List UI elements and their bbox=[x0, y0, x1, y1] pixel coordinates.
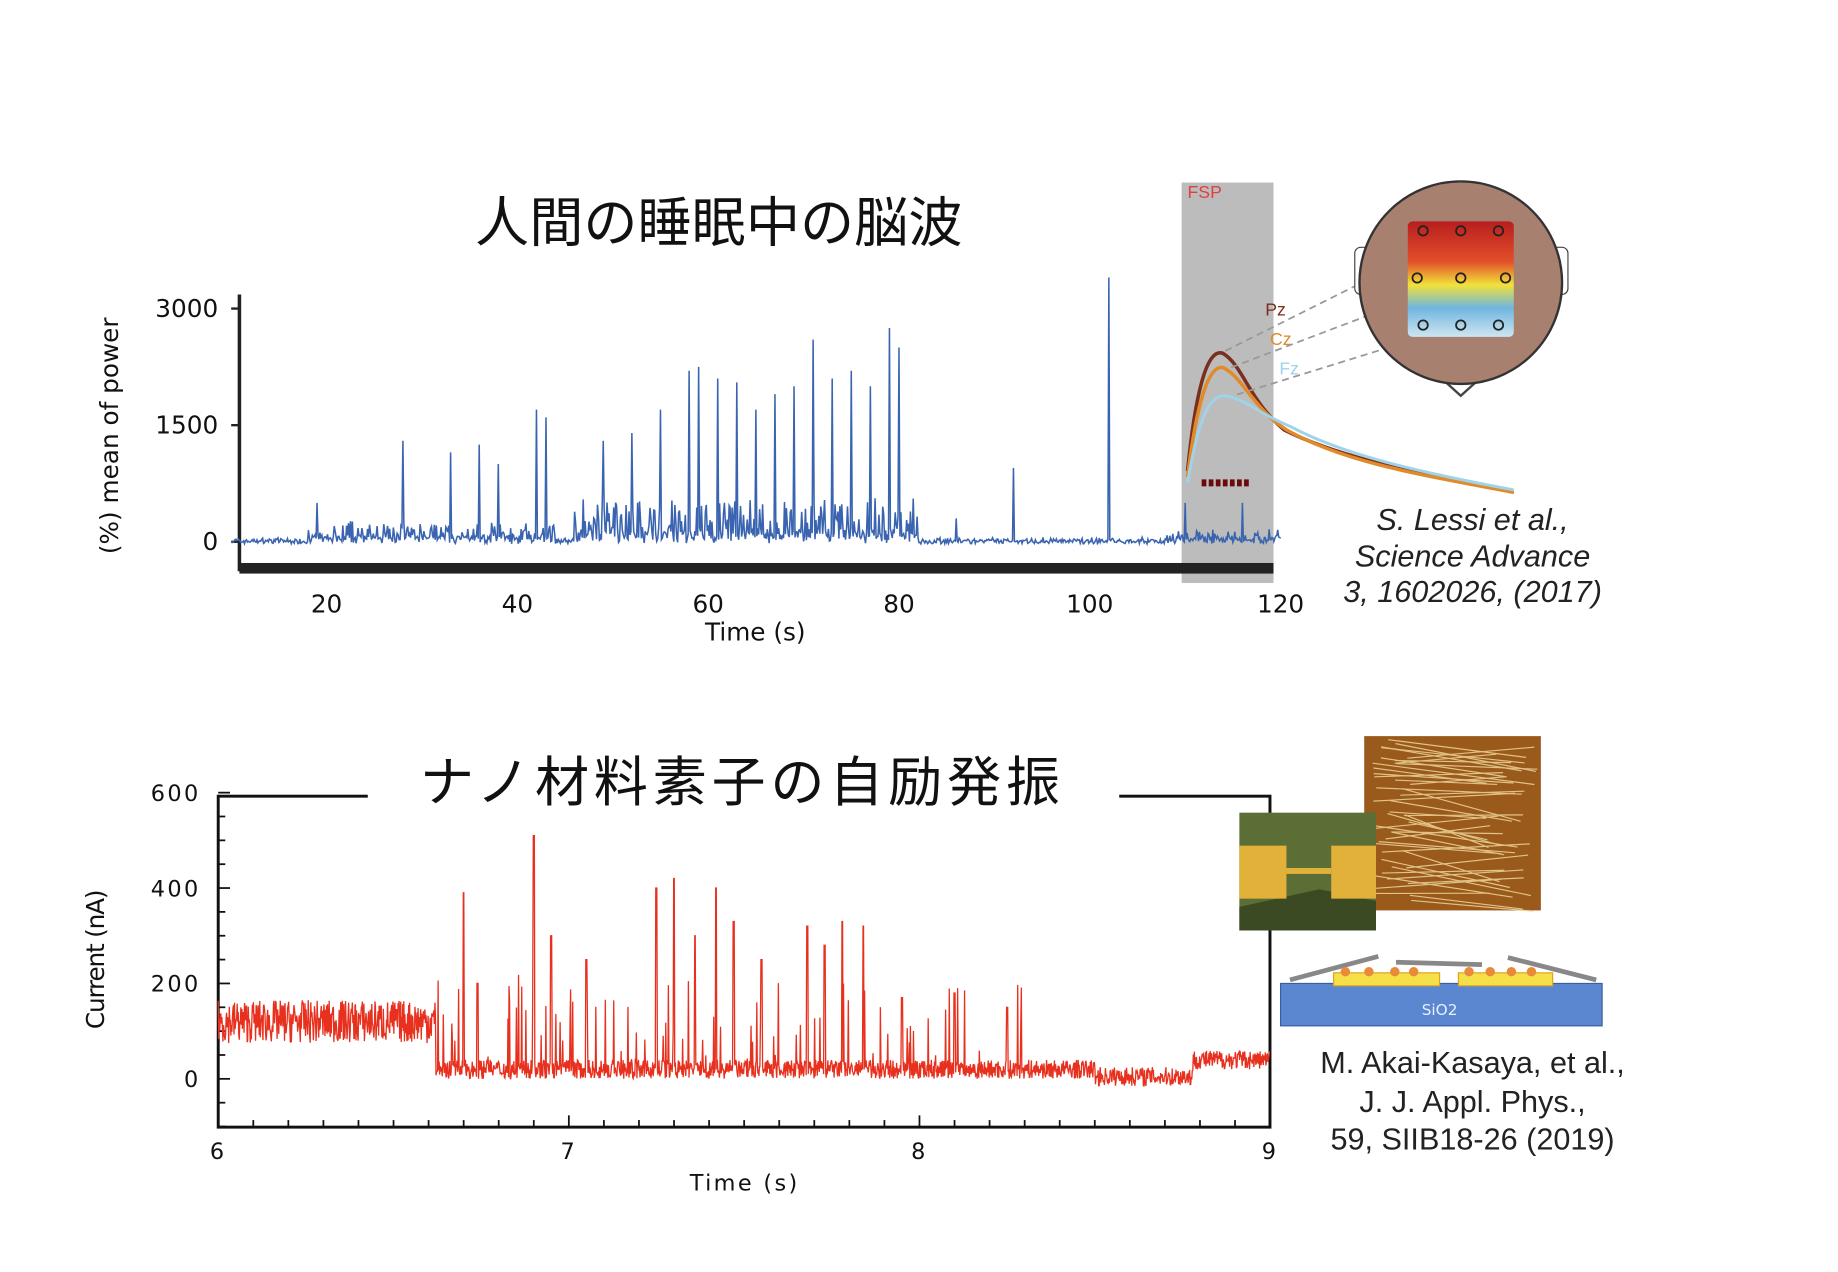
fsp-highlight bbox=[1181, 182, 1274, 584]
x-tick-label: 80 bbox=[883, 589, 914, 618]
citation-line-3: 59, SIIB18-26 (2019) bbox=[1330, 1123, 1614, 1157]
erp-curve-fz bbox=[1186, 394, 1515, 492]
current-title: ナノ材料素子の自励発振 bbox=[420, 751, 1065, 814]
eeg-series-line bbox=[230, 277, 1282, 547]
current-series-line bbox=[217, 834, 1271, 1088]
erp-curve-cz bbox=[1185, 365, 1515, 495]
label-fz: Fz bbox=[1279, 359, 1299, 379]
y-tick-label: 1500 bbox=[155, 410, 218, 439]
y-tick-label: 600 bbox=[151, 781, 201, 807]
eeg-y-label: (%) mean of power bbox=[95, 317, 124, 555]
y-tick-label: 400 bbox=[151, 876, 201, 902]
citation-line-2: J. J. Appl. Phys., bbox=[1359, 1085, 1585, 1119]
current-chart: ナノ材料素子の自励発振 6 7 8 9 600 400 200 0 Time (s) Curr… bbox=[81, 736, 1625, 1197]
x-tick-label: 8 bbox=[911, 1139, 928, 1165]
y-tick-label: 3000 bbox=[155, 294, 218, 323]
citation-line-3: 3, 1602026, (2017) bbox=[1343, 575, 1602, 609]
x-tick-label: 20 bbox=[311, 589, 342, 618]
device-micrograph bbox=[1239, 812, 1376, 931]
device-cross-section: SiO2 bbox=[1279, 954, 1603, 1027]
x-axis bbox=[239, 562, 1274, 574]
label-cz: Cz bbox=[1270, 329, 1292, 349]
x-tick-label: 6 bbox=[210, 1139, 227, 1165]
eeg-x-label: Time (s) bbox=[704, 618, 806, 647]
citation-line-1: M. Akai-Kasaya, et al., bbox=[1320, 1046, 1625, 1080]
afm-image bbox=[1364, 736, 1541, 912]
citation-line-1: S. Lessi et al., bbox=[1376, 503, 1568, 537]
sio2-label: SiO2 bbox=[1422, 1001, 1458, 1019]
y-tick-label: 0 bbox=[184, 1067, 201, 1093]
x-tick-label: 40 bbox=[502, 589, 533, 618]
eeg-title: 人間の睡眠中の脳波 bbox=[475, 191, 962, 254]
y-tick-label: 0 bbox=[202, 527, 218, 556]
current-citation: M. Akai-Kasaya, et al., J. J. Appl. Phys… bbox=[1320, 1046, 1625, 1157]
fsp-label: FSP bbox=[1188, 182, 1222, 202]
x-tick-label: 9 bbox=[1262, 1139, 1279, 1165]
x-tick-label: 7 bbox=[561, 1139, 578, 1165]
label-pz: Pz bbox=[1265, 300, 1286, 320]
current-y-label: Current (nA) bbox=[81, 891, 110, 1029]
x-tick-label: 60 bbox=[692, 589, 723, 618]
current-x-label: Time (s) bbox=[689, 1171, 800, 1197]
eeg-chart: 人間の睡眠中の脳波 FSP 20 40 60 80 100 120 3000 1500 0 Ti… bbox=[95, 180, 1602, 647]
x-tick-label: 120 bbox=[1257, 589, 1304, 618]
y-tick-label: 200 bbox=[151, 972, 201, 998]
eeg-citation: S. Lessi et al., Science Advance 3, 1602… bbox=[1343, 503, 1602, 609]
head-topomap bbox=[1354, 180, 1569, 398]
citation-line-2: Science Advance bbox=[1355, 540, 1590, 574]
x-tick-label: 100 bbox=[1066, 589, 1113, 618]
